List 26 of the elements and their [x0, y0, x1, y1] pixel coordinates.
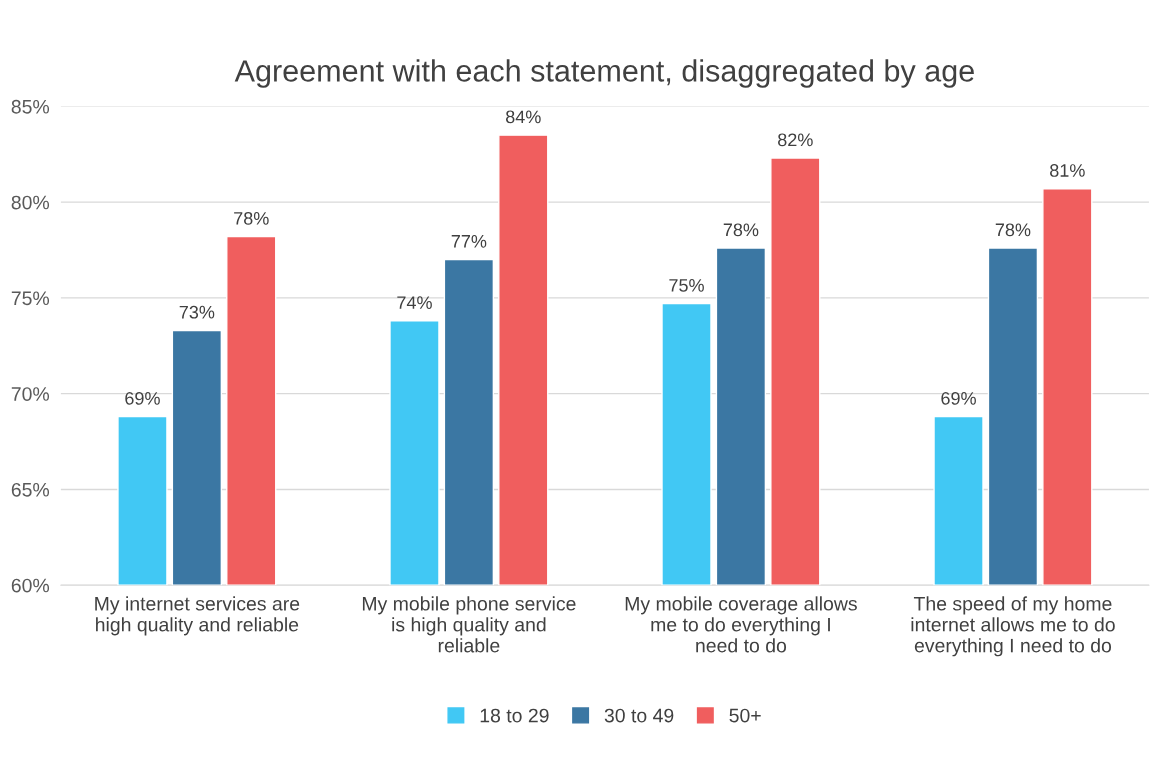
data-label: 78% — [234, 211, 269, 225]
data-label: 74% — [397, 296, 432, 309]
y-tick-label: 65% — [11, 482, 50, 497]
y-tick-label: 75% — [11, 291, 50, 306]
legend-label: 30 to 49 — [604, 708, 674, 723]
y-tick-label: 60% — [11, 578, 50, 593]
data-label: 81% — [1050, 164, 1085, 177]
data-label: 69% — [941, 391, 976, 405]
data-label: 84% — [506, 110, 541, 124]
y-tick-label: 70% — [11, 387, 50, 401]
y-tick-label: 85% — [11, 99, 50, 114]
chart-title: Agreement with each statement, disaggregated by age — [234, 59, 974, 88]
data-label: 75% — [669, 279, 704, 292]
legend-label: 18 to 29 — [480, 708, 549, 723]
legend-label: 50+ — [729, 708, 761, 723]
data-label: 82% — [778, 133, 813, 147]
data-label: 73% — [179, 305, 215, 319]
data-label: 78% — [723, 223, 759, 237]
x-tick-label: My mobile phone service is high quality and reliable — [362, 596, 576, 653]
x-tick-label: My internet services are high quality and reliable — [95, 596, 300, 636]
y-tick-label: 80% — [11, 195, 50, 210]
data-label: 77% — [451, 235, 487, 248]
x-tick-label: My mobile coverage allows me to do everything I need to do — [625, 596, 857, 653]
data-label: 78% — [995, 223, 1031, 237]
x-tick-label: The speed of my home internet allows me to do everything I need to do — [911, 596, 1115, 657]
data-label: 69% — [125, 391, 160, 405]
